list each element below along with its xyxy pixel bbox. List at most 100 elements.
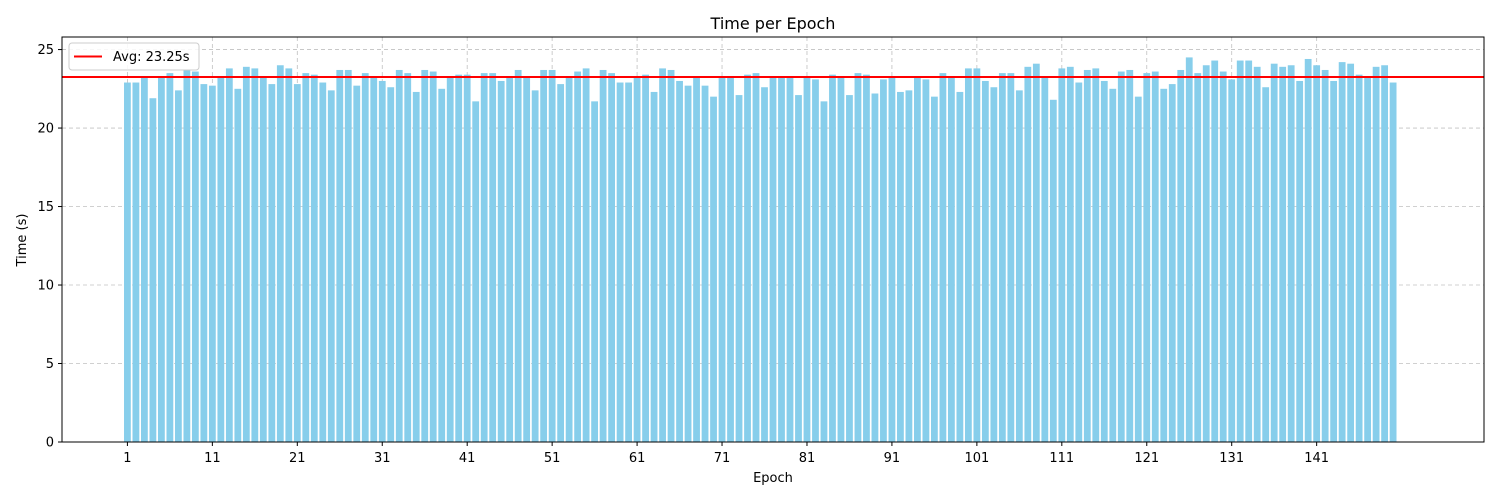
bar — [744, 74, 751, 443]
bar — [174, 90, 182, 442]
bar — [1143, 73, 1151, 443]
bar — [565, 77, 573, 442]
bar — [795, 95, 802, 443]
bar — [1321, 69, 1329, 442]
bar — [769, 77, 777, 442]
x-tick-label: 61 — [629, 451, 646, 466]
bar — [693, 77, 700, 442]
bar — [1262, 87, 1270, 443]
bar — [863, 74, 870, 443]
bar — [642, 74, 649, 443]
x-tick-label: 71 — [714, 451, 731, 466]
x-tick-label: 21 — [289, 451, 306, 466]
bar — [837, 76, 845, 442]
bar — [582, 68, 590, 442]
bar — [1134, 96, 1142, 443]
bar — [1015, 90, 1023, 442]
bar — [124, 82, 131, 442]
bar — [200, 84, 208, 443]
bar — [548, 69, 556, 442]
legend-average-label: Avg: 23.25s — [113, 50, 190, 65]
bar — [684, 85, 692, 443]
x-tick-label: 31 — [374, 451, 391, 466]
x-tick-label: 131 — [1219, 451, 1244, 466]
bar — [234, 88, 242, 443]
bar — [531, 90, 539, 442]
y-tick-label: 25 — [37, 43, 54, 58]
bar — [1126, 69, 1134, 442]
chart-title: Time per Epoch — [710, 14, 836, 33]
bar — [132, 82, 140, 442]
bar — [1236, 60, 1244, 443]
bar — [157, 76, 165, 442]
bar — [786, 76, 794, 442]
bar — [310, 74, 318, 443]
bar — [438, 88, 446, 443]
bar — [710, 96, 717, 443]
legend-box — [68, 42, 200, 71]
bar — [778, 77, 785, 442]
x-tick-label: 11 — [204, 451, 221, 466]
bar — [1024, 66, 1032, 442]
bar — [761, 87, 768, 443]
bar — [659, 68, 666, 442]
bar — [1330, 80, 1338, 442]
y-axis-label: Time (s) — [15, 214, 30, 268]
bar — [888, 77, 896, 442]
bar — [1117, 71, 1125, 442]
bar — [667, 69, 675, 442]
bar — [489, 73, 497, 443]
bar — [914, 76, 921, 442]
bar — [1381, 65, 1389, 443]
bar — [166, 73, 174, 443]
bar — [412, 91, 420, 442]
bar — [608, 73, 615, 443]
bar — [141, 77, 148, 442]
bar — [1049, 99, 1057, 442]
y-axis-ticks: 0 5 10 15 20 25 — [37, 43, 62, 451]
bar — [1211, 60, 1219, 443]
bar — [463, 74, 471, 443]
bar — [718, 77, 726, 442]
bar — [514, 69, 522, 442]
bar — [344, 69, 352, 442]
bar — [506, 77, 514, 442]
bar — [931, 96, 938, 443]
bar — [336, 69, 344, 442]
bar — [1160, 88, 1168, 443]
bar — [735, 95, 743, 443]
bar — [905, 90, 913, 442]
bar — [1194, 73, 1202, 443]
bar — [727, 77, 734, 442]
x-tick-label: 121 — [1134, 451, 1159, 466]
bar — [752, 73, 760, 443]
x-tick-label: 141 — [1304, 451, 1329, 466]
bar — [803, 77, 811, 442]
x-axis-label: Epoch — [753, 471, 793, 486]
bar — [268, 84, 276, 443]
bars-layer — [124, 57, 1397, 443]
bar — [1041, 76, 1049, 442]
x-tick-label: 101 — [964, 451, 989, 466]
bar — [973, 68, 981, 442]
bar — [523, 77, 531, 442]
bar — [429, 71, 437, 442]
bar — [964, 68, 972, 442]
bar — [1151, 71, 1159, 442]
y-tick-label: 20 — [37, 122, 54, 137]
bar — [497, 80, 505, 442]
bar — [1219, 71, 1227, 442]
bar — [149, 98, 157, 442]
bar — [1007, 73, 1015, 443]
bar — [922, 79, 930, 442]
bar — [446, 77, 454, 442]
bar — [217, 76, 225, 442]
bar — [1083, 69, 1091, 442]
bar — [1245, 60, 1253, 443]
bar — [319, 82, 327, 442]
y-tick-label: 0 — [46, 436, 54, 451]
bar — [1253, 66, 1261, 442]
bar — [361, 73, 369, 443]
bar — [395, 69, 403, 442]
bar — [1092, 68, 1100, 442]
